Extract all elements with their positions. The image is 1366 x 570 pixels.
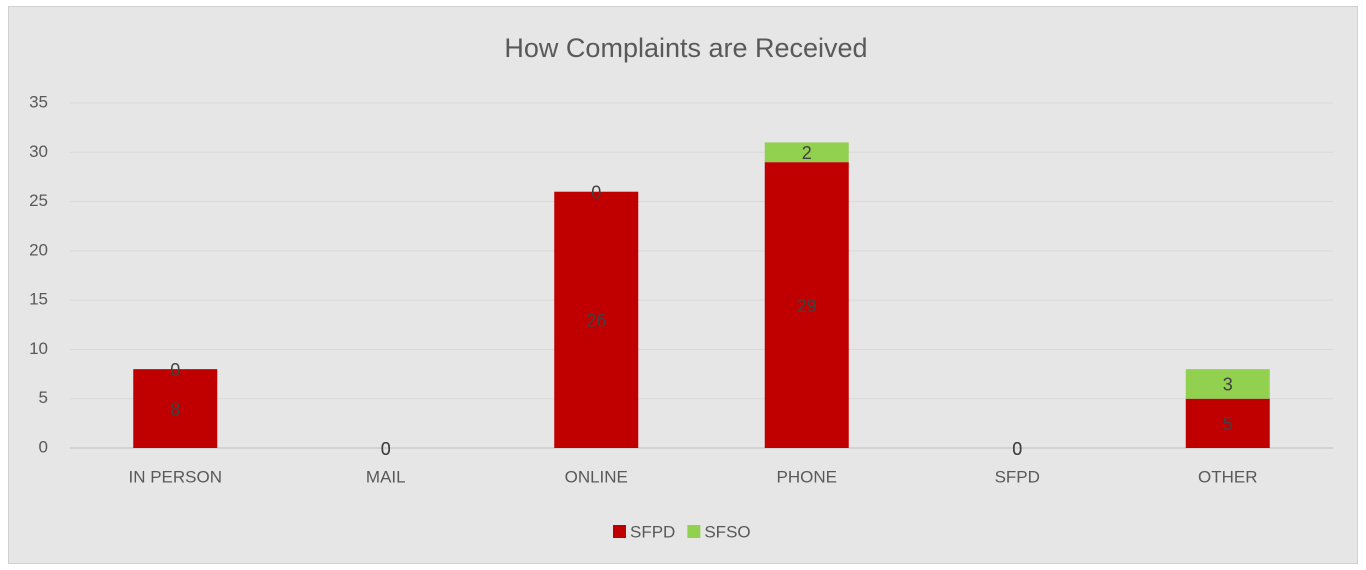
x-tick-label: IN PERSON	[128, 467, 222, 486]
data-label: 0	[591, 182, 601, 202]
data-label: 0	[381, 439, 391, 459]
data-label: 29	[797, 296, 817, 316]
y-tick-label: 15	[29, 290, 48, 309]
y-tick-label: 5	[39, 388, 48, 407]
y-tick-label: 20	[29, 240, 48, 259]
bar	[764, 162, 849, 448]
chart-title: How Complaints are Received	[504, 33, 867, 63]
data-label: 26	[586, 311, 606, 331]
x-tick-label: ONLINE	[565, 467, 628, 486]
x-tick-label: MAIL	[366, 467, 406, 486]
bar	[554, 191, 639, 448]
data-label: 0	[170, 360, 180, 380]
data-label: 3	[1223, 375, 1233, 395]
chart-area	[8, 6, 1358, 564]
y-tick-label: 0	[39, 437, 48, 456]
x-tick-label: PHONE	[777, 467, 837, 486]
bar	[1185, 398, 1270, 448]
legend-label: SFSO	[704, 522, 750, 541]
bar	[133, 369, 218, 448]
data-label: 0	[1012, 439, 1022, 459]
x-tick-label: SFPD	[995, 467, 1040, 486]
data-label: 0	[381, 439, 391, 459]
data-label: 5	[1223, 414, 1233, 434]
data-label: 8	[170, 399, 180, 419]
y-tick-label: 10	[29, 339, 48, 358]
data-label: 0	[1012, 439, 1022, 459]
y-tick-label: 30	[29, 142, 48, 161]
bar	[764, 142, 849, 163]
x-tick-label: OTHER	[1198, 467, 1258, 486]
bar	[1185, 369, 1270, 399]
legend-swatch	[613, 525, 626, 538]
data-label: 2	[802, 143, 812, 163]
y-tick-label: 25	[29, 191, 48, 210]
legend-swatch	[687, 525, 701, 538]
legend-label: SFPD	[630, 522, 675, 541]
y-tick-label: 35	[29, 92, 48, 111]
